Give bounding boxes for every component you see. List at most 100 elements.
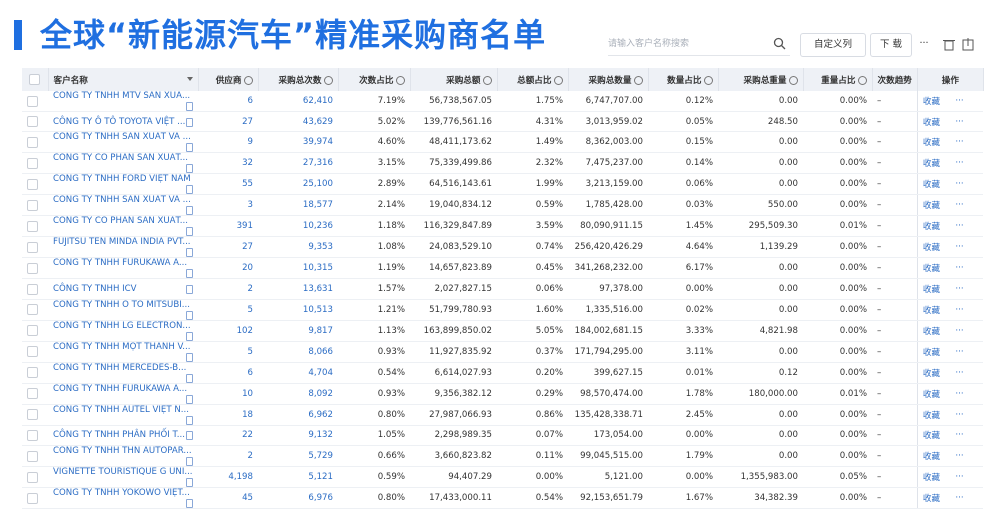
checkbox[interactable] [27, 450, 38, 462]
copy-icon[interactable] [186, 285, 193, 295]
checkbox[interactable] [27, 409, 38, 421]
checkbox[interactable] [29, 74, 41, 85]
copy-icon[interactable] [186, 143, 193, 152]
checkbox[interactable] [27, 325, 38, 337]
company-name[interactable]: CÔNG TY TNHH LG ELECTRON... [53, 320, 191, 331]
action-link[interactable]: 收藏 [922, 452, 941, 463]
copy-icon[interactable] [186, 352, 193, 362]
company-name[interactable]: CÔNG TY TNHH FURUKAWA A... [53, 383, 188, 394]
action-link[interactable]: 收藏 [922, 494, 941, 505]
more-button[interactable]: ··· [914, 33, 934, 55]
copy-icon[interactable] [186, 164, 193, 173]
checkbox[interactable] [27, 157, 38, 169]
download-button[interactable]: 下 载 [870, 33, 912, 57]
cell-value[interactable]: 5 [247, 346, 253, 357]
copy-icon[interactable] [186, 499, 193, 508]
checkbox[interactable] [27, 136, 38, 148]
action-link[interactable]: 收藏 [922, 285, 941, 296]
cell-value[interactable]: 55 [242, 179, 253, 190]
cell-value[interactable]: 102 [236, 325, 253, 336]
copy-icon[interactable] [186, 457, 193, 466]
cell-value[interactable]: 27 [242, 116, 253, 127]
cell-value[interactable]: 27,316 [302, 158, 333, 169]
checkbox[interactable] [27, 429, 38, 441]
action-link[interactable]: ··· [955, 409, 964, 420]
company-name[interactable]: CÔNG TY TNHH MTV SẢN XUẤ... [53, 91, 191, 101]
action-link[interactable]: ··· [955, 472, 964, 483]
action-link[interactable]: ··· [955, 137, 964, 148]
action-link[interactable]: 收藏 [922, 326, 941, 337]
cell-value[interactable]: 18 [242, 409, 253, 420]
cell-value[interactable]: 13,631 [302, 284, 333, 295]
copy-icon[interactable] [186, 431, 193, 441]
copy-icon[interactable] [186, 248, 193, 257]
cell-value[interactable]: 5,121 [308, 472, 333, 483]
action-link[interactable]: ··· [955, 221, 964, 232]
copy-icon[interactable] [186, 206, 193, 215]
action-link[interactable]: ··· [955, 388, 964, 399]
company-name[interactable]: CÔNG TY TNHH SẢN XUẤT VÀ ... [53, 132, 191, 143]
action-link[interactable]: 收藏 [922, 201, 941, 212]
action-link[interactable]: 收藏 [922, 264, 941, 275]
checkbox[interactable] [27, 367, 38, 379]
cell-value[interactable]: 391 [236, 221, 253, 232]
action-link[interactable]: ··· [955, 430, 964, 441]
checkbox[interactable] [27, 220, 38, 232]
company-name[interactable]: VIGNETTE TOURISTIQUE G UNI... [53, 467, 193, 478]
cell-value[interactable]: 6,976 [308, 493, 333, 504]
cell-value[interactable]: 39,974 [302, 137, 333, 148]
action-link[interactable]: 收藏 [922, 159, 941, 170]
company-name[interactable]: CÔNG TY TNHH PHÂN PHỐI T... [53, 430, 185, 441]
copy-icon[interactable] [186, 117, 193, 127]
action-link[interactable]: ··· [955, 493, 964, 504]
company-name[interactable]: CÔNG TY TNHH SẢN XUẤT VÀ ... [53, 195, 191, 206]
action-link[interactable]: ··· [955, 96, 964, 106]
copy-icon[interactable] [186, 227, 193, 236]
action-link[interactable]: ··· [955, 116, 964, 127]
company-name[interactable]: CÔNG TY TNHH AUTEL VIỆT N... [53, 404, 189, 415]
copy-icon[interactable] [186, 478, 193, 487]
cell-value[interactable]: 5,729 [308, 451, 333, 462]
company-name[interactable]: CÔNG TY TNHH MỘT THÀNH V... [53, 341, 191, 352]
cell-value[interactable]: 6,962 [308, 409, 333, 420]
action-link[interactable]: 收藏 [922, 431, 941, 442]
cell-value[interactable]: 9,353 [308, 242, 333, 253]
action-link[interactable]: 收藏 [922, 138, 941, 149]
action-link[interactable]: ··· [955, 158, 964, 169]
cell-value[interactable]: 2 [247, 451, 253, 462]
cell-value[interactable]: 62,410 [302, 96, 333, 106]
cell-value[interactable]: 9,817 [308, 325, 333, 336]
checkbox[interactable] [27, 116, 38, 128]
action-link[interactable]: 收藏 [922, 389, 941, 400]
company-name[interactable]: CÔNG TY Ô TÔ TOYOTA VIỆT ... [53, 116, 186, 127]
cell-value[interactable]: 4,198 [228, 472, 253, 483]
cell-value[interactable]: 6 [247, 96, 253, 106]
copy-icon[interactable] [186, 102, 193, 111]
company-name[interactable]: CÔNG TY TNHH YOKOWO VIỆT... [53, 488, 190, 499]
action-link[interactable]: ··· [955, 263, 964, 274]
cell-value[interactable]: 8,092 [308, 388, 333, 399]
action-link[interactable]: ··· [955, 304, 964, 315]
action-link[interactable]: ··· [955, 367, 964, 378]
checkbox[interactable] [27, 262, 38, 274]
cell-value[interactable]: 27 [242, 242, 253, 253]
cell-value[interactable]: 10 [242, 388, 253, 399]
copy-icon[interactable] [186, 310, 193, 320]
action-link[interactable]: 收藏 [922, 180, 941, 191]
company-name[interactable]: CÔNG TY TNHH THN AUTOPAR... [53, 446, 192, 457]
action-link[interactable]: 收藏 [922, 410, 941, 421]
checkbox[interactable] [27, 95, 38, 107]
copy-icon[interactable] [186, 394, 193, 404]
checkbox[interactable] [27, 388, 38, 400]
action-link[interactable]: ··· [955, 179, 964, 190]
checkbox[interactable] [27, 471, 38, 483]
export-icon[interactable] [962, 38, 974, 51]
action-link[interactable]: 收藏 [922, 222, 941, 233]
action-link[interactable]: 收藏 [922, 117, 941, 128]
checkbox[interactable] [27, 283, 38, 295]
company-name[interactable]: CÔNG TY TNHH FURUKAWA A... [53, 258, 188, 269]
action-link[interactable]: 收藏 [922, 243, 941, 254]
delete-icon[interactable] [943, 38, 955, 51]
cell-value[interactable]: 10,236 [302, 221, 333, 232]
checkbox[interactable] [27, 241, 38, 253]
